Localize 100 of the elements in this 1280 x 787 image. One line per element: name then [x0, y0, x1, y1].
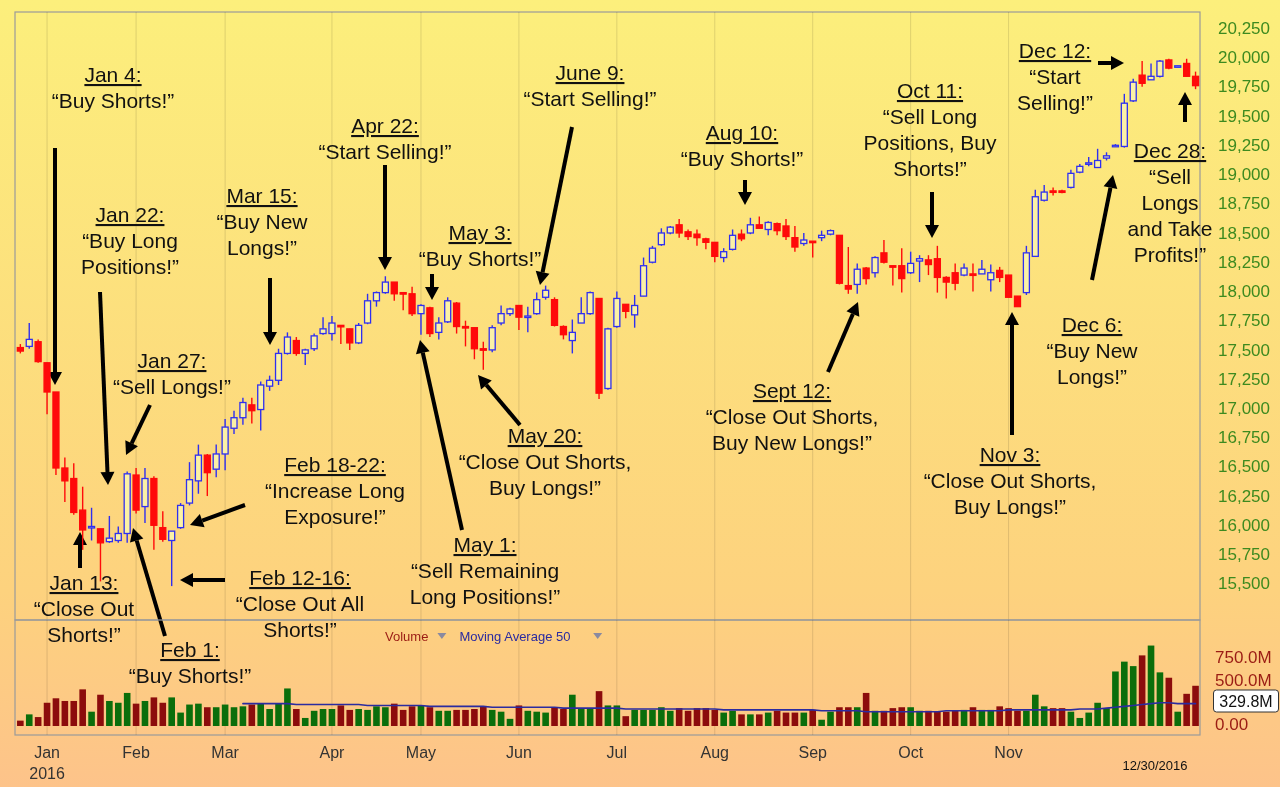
candlestick: [444, 296, 452, 324]
bar: [61, 700, 69, 726]
bar: [373, 706, 380, 726]
y-tick-label: 17,250: [1218, 369, 1270, 389]
y-tick-label: 18,250: [1218, 252, 1270, 272]
bar: [141, 700, 149, 726]
bar: [390, 703, 398, 726]
candlestick: [951, 262, 959, 291]
bar: [52, 698, 60, 726]
bar: [186, 704, 193, 726]
bar: [666, 710, 674, 726]
candlestick: [488, 324, 496, 353]
bar: [43, 702, 51, 726]
bar: [346, 709, 354, 726]
candlestick: [907, 250, 915, 275]
bar: [1031, 694, 1039, 726]
bar: [204, 707, 211, 726]
bar: [239, 706, 247, 726]
bar: [1085, 712, 1093, 726]
bar: [1103, 708, 1110, 726]
y-tick-label: 17,000: [1218, 399, 1270, 419]
bar: [355, 709, 362, 726]
y-tick-label: 19,500: [1218, 106, 1270, 126]
bar: [17, 720, 24, 726]
bar: [898, 707, 906, 726]
bar: [177, 712, 184, 726]
bar: [382, 707, 389, 726]
bar: [916, 710, 923, 726]
x-tick-label: Sep: [798, 744, 828, 761]
y-tick-label: 15,500: [1218, 574, 1270, 594]
bar: [1129, 666, 1137, 726]
bar: [150, 697, 158, 726]
candlestick: [1067, 169, 1075, 190]
annotation: May 3: “Buy Shorts!”: [418, 221, 542, 271]
annotation: Dec 6: “Buy New Longs!”: [1046, 313, 1139, 389]
bar: [114, 702, 122, 726]
candlestick: [452, 301, 461, 335]
bar: [809, 709, 817, 726]
candlestick: [168, 530, 176, 587]
candlestick: [470, 326, 479, 360]
annotation: Jan 22: “Buy Long Positions!”: [80, 203, 180, 279]
bar: [364, 709, 371, 726]
y-tick-label: 17,500: [1218, 340, 1270, 360]
candlestick: [1093, 148, 1102, 169]
x-tick-label: Jun: [506, 744, 532, 761]
bar: [720, 712, 727, 726]
bar: [684, 710, 692, 726]
candlestick: [87, 507, 96, 542]
bar: [444, 710, 451, 726]
candlestick: [942, 275, 950, 300]
x-tick-label: Oct: [898, 744, 924, 761]
y-tick-label: 500.0M: [1215, 670, 1272, 690]
candlestick: [479, 341, 487, 371]
candlestick: [248, 397, 256, 425]
bar: [818, 719, 825, 726]
bar: [453, 709, 460, 726]
candlestick: [79, 486, 87, 551]
bar: [230, 707, 238, 726]
bar: [586, 709, 594, 726]
annotation: Oct 11: “Sell Long Positions, Buy Shorts!”: [863, 79, 998, 181]
bar: [649, 709, 656, 726]
y-tick-label: 20,000: [1218, 48, 1270, 68]
annotation: Dec 28: “Sell Longs and Take Profits!”: [1127, 139, 1213, 267]
candlestick: [728, 228, 737, 252]
annotation: Apr 22: “Start Selling!”: [318, 114, 452, 164]
bar: [195, 703, 202, 726]
bar: [123, 692, 131, 726]
bar: [1121, 661, 1128, 726]
bar: [577, 709, 585, 726]
bar: [738, 714, 745, 726]
annotation: Mar 15: “Buy New Longs!”: [216, 184, 309, 260]
candlestick: [1138, 60, 1146, 88]
bar: [168, 697, 175, 726]
bar: [480, 706, 487, 726]
candlestick: [1004, 274, 1013, 298]
candlestick: [461, 319, 470, 348]
bar: [729, 710, 736, 726]
candlestick: [390, 281, 398, 302]
bar: [1094, 702, 1101, 726]
text: Moving Average 50: [459, 629, 571, 644]
bar: [560, 709, 567, 726]
bar: [435, 710, 443, 726]
bar: [1192, 685, 1199, 726]
bar: [275, 703, 282, 726]
bar: [106, 700, 113, 726]
y-tick-label: 15,750: [1218, 545, 1270, 565]
bar: [542, 712, 549, 726]
candlestick: [871, 255, 879, 279]
bar: [462, 709, 469, 726]
x-tick-label: Apr: [319, 744, 346, 761]
bar: [310, 710, 318, 726]
bar: [34, 717, 42, 726]
bar: [1112, 671, 1119, 726]
bar: [533, 711, 541, 726]
candlestick: [203, 453, 211, 497]
line-series: [242, 701, 1197, 713]
annotation: May 1: “Sell Remaining Long Positions!”: [409, 533, 561, 609]
y-tick-label: 19,750: [1218, 77, 1270, 97]
y-tick-label: 19,250: [1218, 135, 1270, 155]
y-tick-label: 16,750: [1218, 428, 1270, 448]
